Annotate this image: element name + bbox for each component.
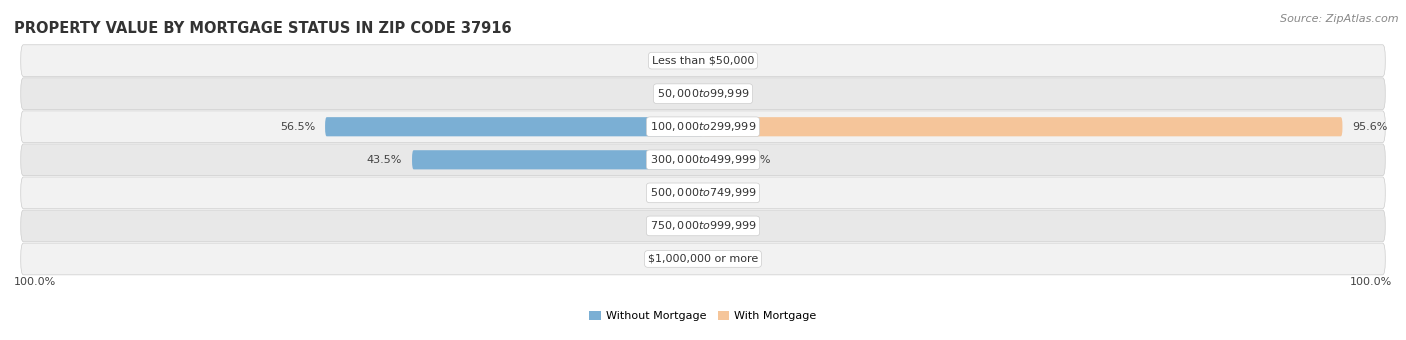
FancyBboxPatch shape (325, 117, 703, 136)
Text: Source: ZipAtlas.com: Source: ZipAtlas.com (1281, 14, 1399, 23)
Text: PROPERTY VALUE BY MORTGAGE STATUS IN ZIP CODE 37916: PROPERTY VALUE BY MORTGAGE STATUS IN ZIP… (14, 21, 512, 36)
Text: 0.0%: 0.0% (713, 89, 741, 99)
FancyBboxPatch shape (412, 150, 703, 169)
FancyBboxPatch shape (21, 210, 1385, 242)
Legend: Without Mortgage, With Mortgage: Without Mortgage, With Mortgage (585, 306, 821, 326)
Text: 95.6%: 95.6% (1353, 122, 1388, 132)
Text: 100.0%: 100.0% (1350, 277, 1392, 287)
Text: 0.0%: 0.0% (665, 254, 693, 264)
Text: $1,000,000 or more: $1,000,000 or more (648, 254, 758, 264)
Text: 0.0%: 0.0% (713, 254, 741, 264)
FancyBboxPatch shape (703, 150, 733, 169)
Text: $50,000 to $99,999: $50,000 to $99,999 (657, 87, 749, 100)
Text: Less than $50,000: Less than $50,000 (652, 56, 754, 66)
Text: 0.0%: 0.0% (665, 89, 693, 99)
Text: $300,000 to $499,999: $300,000 to $499,999 (650, 153, 756, 166)
FancyBboxPatch shape (21, 111, 1385, 142)
Text: 0.0%: 0.0% (665, 221, 693, 231)
FancyBboxPatch shape (703, 117, 1343, 136)
Text: 100.0%: 100.0% (14, 277, 56, 287)
FancyBboxPatch shape (21, 243, 1385, 275)
Text: $100,000 to $299,999: $100,000 to $299,999 (650, 120, 756, 133)
Text: 0.0%: 0.0% (713, 56, 741, 66)
Text: 0.0%: 0.0% (713, 221, 741, 231)
Text: 4.4%: 4.4% (742, 155, 770, 165)
FancyBboxPatch shape (21, 144, 1385, 176)
FancyBboxPatch shape (21, 45, 1385, 76)
FancyBboxPatch shape (21, 78, 1385, 109)
Text: 43.5%: 43.5% (367, 155, 402, 165)
Text: $750,000 to $999,999: $750,000 to $999,999 (650, 219, 756, 233)
FancyBboxPatch shape (21, 177, 1385, 209)
Text: 0.0%: 0.0% (665, 188, 693, 198)
Text: 0.0%: 0.0% (665, 56, 693, 66)
Text: 56.5%: 56.5% (280, 122, 315, 132)
Text: 0.0%: 0.0% (713, 188, 741, 198)
Text: $500,000 to $749,999: $500,000 to $749,999 (650, 186, 756, 199)
